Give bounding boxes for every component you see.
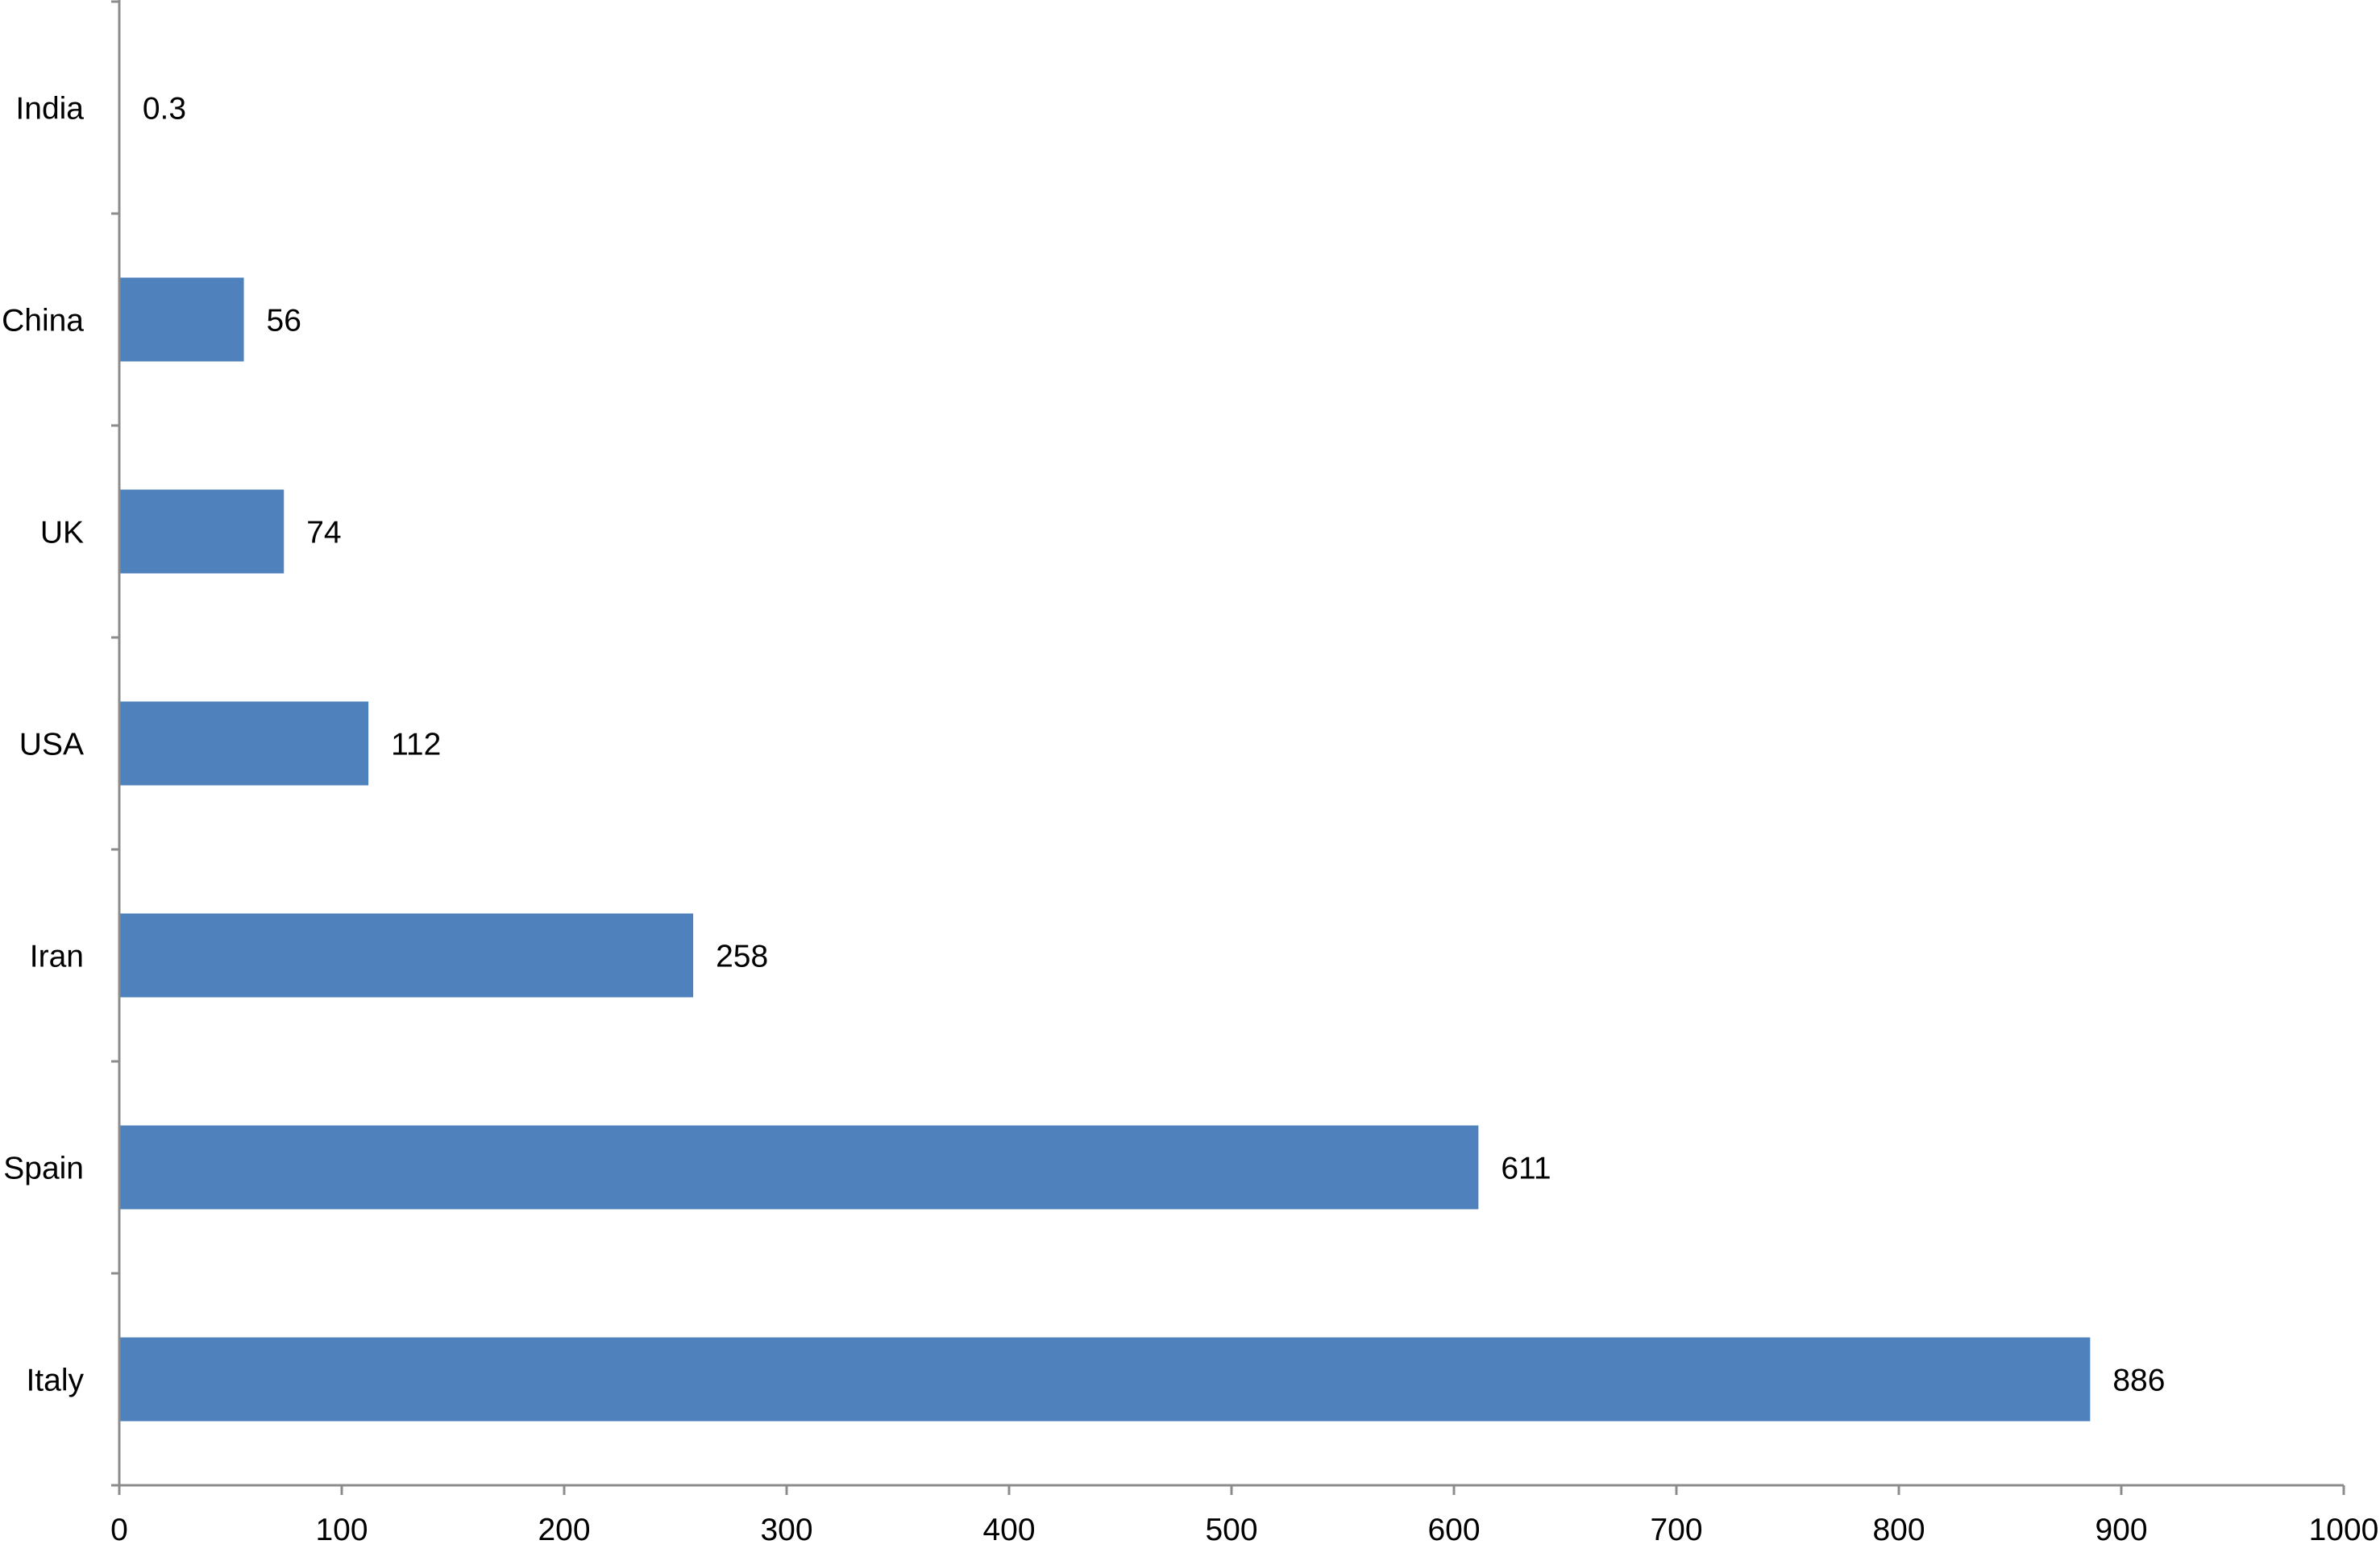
category-label: Spain — [3, 1152, 84, 1186]
x-tick-label: 100 — [315, 1513, 368, 1547]
x-tick-label: 300 — [760, 1513, 812, 1547]
x-tick-label: 0 — [110, 1513, 128, 1547]
bar-usa — [119, 701, 369, 786]
data-label: 0.3 — [143, 92, 186, 127]
data-label: 258 — [716, 940, 768, 974]
bars-layer — [119, 65, 2091, 1422]
x-tick-label: 900 — [2095, 1513, 2147, 1547]
data-label: 611 — [1501, 1152, 1551, 1186]
category-label: Iran — [30, 940, 84, 974]
labels-layer: 0 100 200 300 400 500 600 700 800 900 1000 India 0.3… — [2, 92, 2378, 1548]
category-label: China — [2, 304, 84, 338]
bar-uk — [119, 489, 285, 574]
x-tick-label: 400 — [982, 1513, 1035, 1547]
bar-china — [119, 277, 244, 362]
x-tick-label: 800 — [1872, 1513, 1925, 1547]
category-label: UK — [40, 516, 84, 550]
x-tick-label: 700 — [1650, 1513, 1702, 1547]
x-tick-label: 1000 — [2309, 1513, 2379, 1547]
bar-italy — [119, 1337, 2091, 1422]
data-label: 112 — [391, 728, 441, 762]
category-label: Italy — [26, 1364, 84, 1398]
x-tick-label: 600 — [1427, 1513, 1480, 1547]
x-tick-label: 500 — [1205, 1513, 1257, 1547]
data-label: 74 — [306, 516, 341, 550]
ticks-layer — [111, 0, 2345, 1495]
bar-spain — [119, 1125, 1479, 1210]
category-label: India — [15, 92, 84, 127]
category-label: USA — [19, 728, 84, 762]
data-label: 56 — [267, 304, 301, 338]
axes-layer — [111, 0, 2344, 1487]
bar-iran — [119, 913, 694, 998]
data-label: 886 — [2112, 1364, 2165, 1398]
x-tick-label: 200 — [538, 1513, 590, 1547]
